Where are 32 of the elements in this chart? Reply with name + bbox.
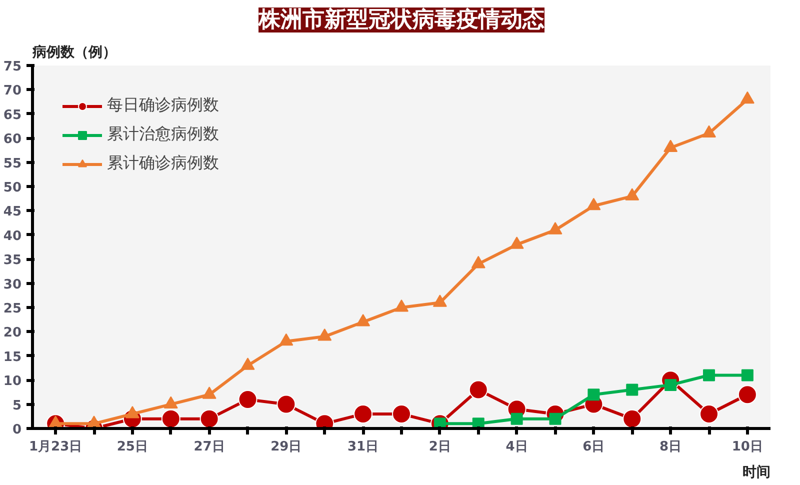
legend-label: 每日确诊病例数 <box>107 95 219 116</box>
y-tick-label: 75 <box>3 60 22 74</box>
y-tick-label: 55 <box>3 156 22 172</box>
chart-title: 株洲市新型冠状病毒疫情动态 <box>258 6 544 32</box>
y-tick-label: 35 <box>3 253 22 268</box>
y-axis-title: 病例数（例） <box>32 44 116 60</box>
y-tick-label: 25 <box>3 302 22 316</box>
x-tick-label: 6日 <box>582 440 605 454</box>
x-tick-label: 10日 <box>732 440 763 454</box>
x-tick-label: 27日 <box>194 440 225 454</box>
y-tick-label: 40 <box>3 228 22 244</box>
legend-label: 累计治愈病例数 <box>107 124 219 145</box>
y-tick-label: 20 <box>3 326 22 341</box>
y-tick-label: 5 <box>12 398 22 414</box>
x-tick-label: 31日 <box>348 440 379 454</box>
legend-label: 累计确诊病例数 <box>107 153 219 174</box>
y-tick-label: 10 <box>3 374 22 390</box>
y-tick-label: 70 <box>3 84 22 99</box>
x-axis-title: 时间 <box>742 464 770 480</box>
y-tick-label: 30 <box>3 277 22 292</box>
y-tick-label: 45 <box>3 204 22 220</box>
y-tick-label: 0 <box>12 422 22 438</box>
x-tick-label: 8日 <box>660 440 682 454</box>
x-tick-label: 4日 <box>506 440 528 454</box>
y-tick-label: 15 <box>3 350 22 365</box>
x-tick-label: 29日 <box>270 440 302 454</box>
x-tick-label: 2日 <box>428 440 451 454</box>
x-tick-label: 1月23日 <box>28 440 82 454</box>
x-tick-label: 25日 <box>116 440 148 454</box>
y-tick-label: 65 <box>3 108 22 123</box>
y-tick-label: 50 <box>3 180 22 196</box>
y-tick-label: 60 <box>3 132 22 148</box>
